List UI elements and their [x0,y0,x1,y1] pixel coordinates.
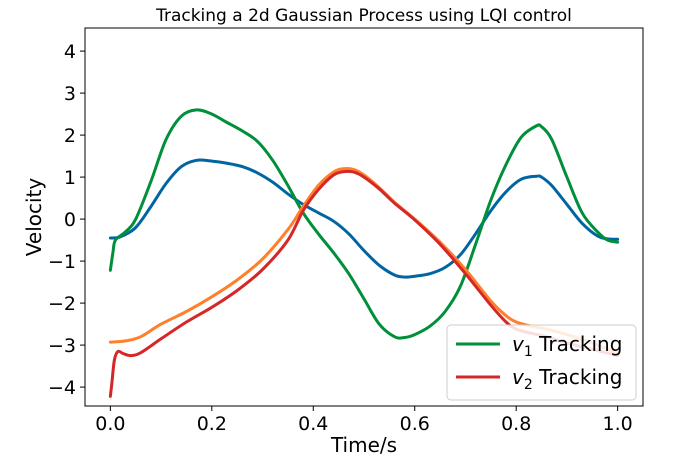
y-tick-label: −2 [48,293,76,315]
x-tick-label: 1.0 [603,413,633,435]
legend-label-v1: v1 Tracking [512,332,622,360]
legend-v2-suffix: Tracking [533,365,623,389]
x-tick-label: 0.0 [95,413,125,435]
legend-v2-subscript: 2 [524,377,533,393]
y-tick-label: −3 [48,335,76,357]
series-line-2 [108,108,620,340]
y-tick-label: −4 [48,377,76,399]
legend-label-v2: v2 Tracking [512,365,622,393]
x-axis-label: Time/s [330,433,397,457]
y-tick-label: 3 [64,83,76,105]
y-axis-label: Velocity [22,178,46,257]
series-line-1 [108,158,620,279]
series-line-3 [108,167,620,355]
y-tick-label: 4 [64,41,76,63]
y-tick-label: 0 [64,209,76,231]
x-tick-label: 0.4 [298,413,328,435]
chart-title: Tracking a 2d Gaussian Process using LQI… [155,6,572,26]
x-tick-label: 0.8 [501,413,531,435]
legend-v2-symbol: v [512,365,525,389]
y-tick-label: −1 [48,251,76,273]
series-layer [108,108,620,398]
ticks-layer: 0.0 0.2 0.4 0.6 0.8 1.0 −4 −3 −2 −1 0 1 2 3 4 [48,41,633,435]
x-tick-label: 0.2 [197,413,227,435]
legend-v1-symbol: v [512,332,525,356]
y-tick-label: 1 [64,167,76,189]
y-tick-label: 2 [64,125,76,147]
x-tick-label: 0.6 [400,413,430,435]
plot-frame [84,27,644,407]
legend: v1 Tracking v2 Tracking [446,324,637,401]
legend-v1-subscript: 1 [524,344,533,360]
legend-v1-suffix: Tracking [533,332,623,356]
